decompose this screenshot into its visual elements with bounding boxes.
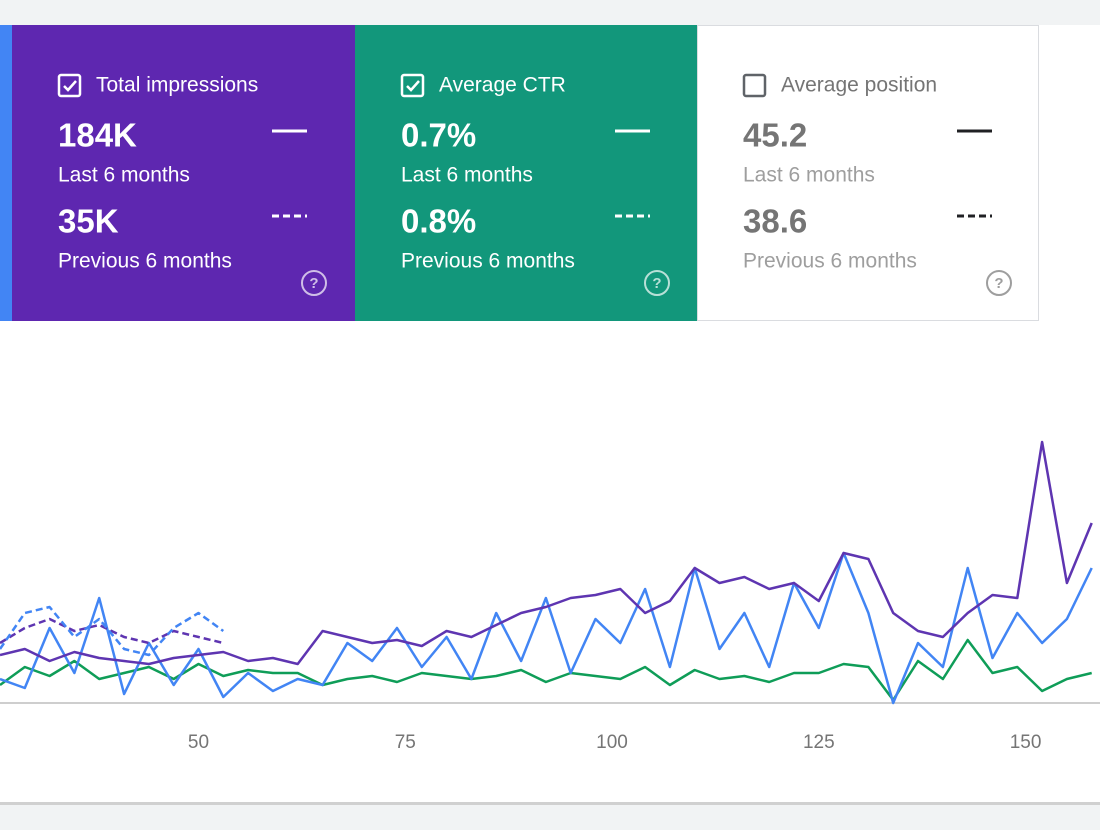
current-period: Last 6 months: [401, 164, 533, 187]
series-line: [0, 617, 224, 645]
series-line: [0, 551, 1093, 705]
previous-value: 0.8%: [401, 203, 476, 240]
previous-period: Previous 6 months: [58, 250, 232, 273]
previous-period: Previous 6 months: [401, 250, 575, 273]
checkbox[interactable]: [742, 73, 767, 98]
series-line: [0, 605, 225, 657]
card-edge: [0, 25, 12, 321]
card-label: Average CTR: [439, 74, 566, 97]
card-label: Average position: [781, 74, 937, 97]
check-mark: [406, 80, 420, 92]
current-period: Last 6 months: [743, 164, 875, 187]
x-tick-label: 100: [596, 732, 628, 753]
help-glyph: ?: [309, 275, 318, 292]
help-glyph: ?: [994, 275, 1003, 292]
help-icon[interactable]: [301, 270, 327, 296]
x-tick-label: 50: [188, 732, 209, 753]
checkbox[interactable]: [57, 73, 82, 98]
help-icon[interactable]: [986, 270, 1012, 296]
current-period: Last 6 months: [58, 164, 190, 187]
help-icon[interactable]: [644, 270, 670, 296]
previous-value: 38.6: [743, 203, 807, 240]
x-tick-label: 125: [803, 732, 835, 753]
help-glyph: ?: [652, 275, 661, 292]
x-tick-label: 75: [395, 732, 416, 753]
previous-period: Previous 6 months: [743, 250, 917, 273]
check-mark: [63, 80, 77, 92]
current-value: 184K: [58, 117, 137, 154]
card-label: Total impressions: [96, 74, 258, 97]
x-tick-label: 150: [1010, 732, 1042, 753]
current-value: 45.2: [743, 117, 807, 154]
previous-value: 35K: [58, 203, 119, 240]
panel-shadow: [0, 802, 1100, 805]
series-line: [0, 440, 1093, 666]
checkbox[interactable]: [400, 73, 425, 98]
cards: Total impressions 184K Last 6 months 35K Pre…: [57, 73, 1012, 296]
plot: 50 75 100 125 150: [0, 440, 1093, 753]
current-value: 0.7%: [401, 117, 476, 154]
